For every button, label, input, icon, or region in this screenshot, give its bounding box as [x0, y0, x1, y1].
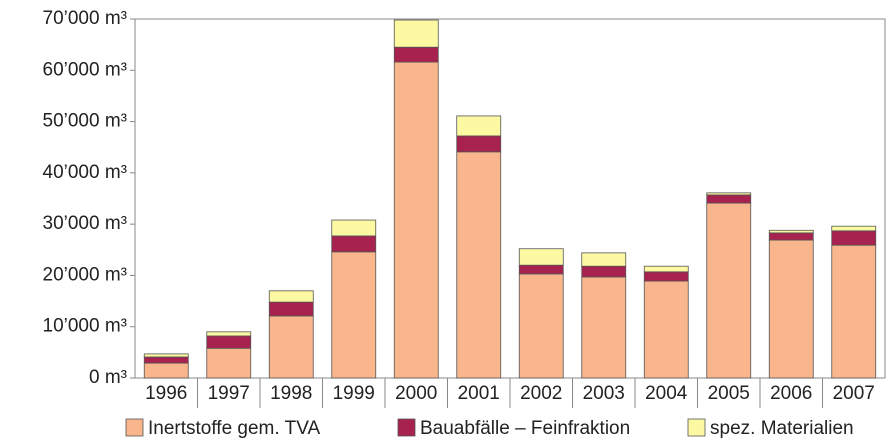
bar-segment: [768, 232, 814, 241]
bar-segment: [331, 219, 377, 237]
x-tick-label: 1999: [333, 383, 375, 404]
bar-segment: [143, 353, 189, 358]
bar-segment: [768, 239, 814, 379]
legend-label: Inertstoffe gem. TVA: [148, 418, 320, 439]
bar-segment: [581, 252, 627, 267]
bar-segment: [643, 271, 689, 282]
bar-segment: [268, 315, 314, 379]
bar-segment: [456, 135, 502, 153]
y-tick-label: 20’000 m³: [43, 264, 128, 285]
bar-segment: [143, 362, 189, 379]
y-tick-label: 60’000 m³: [43, 59, 128, 80]
bar-segment: [706, 202, 752, 379]
bar-segment: [268, 301, 314, 317]
legend-swatch: [687, 418, 706, 437]
bar-segment: [268, 290, 314, 303]
bar-segment: [518, 264, 564, 275]
legend-swatch: [397, 418, 416, 437]
x-tick-label: 2001: [458, 383, 500, 404]
bar-segment: [518, 248, 564, 266]
x-tick-label: 2007: [833, 383, 875, 404]
x-tick-label: 2005: [708, 383, 750, 404]
x-tick-label: 1996: [145, 383, 187, 404]
bar-segment: [581, 276, 627, 379]
x-tick-label: 2002: [520, 383, 562, 404]
bar-segment: [456, 151, 502, 379]
x-tick-label: 2004: [645, 383, 688, 404]
bar-segment: [831, 230, 877, 246]
bar-segment: [206, 331, 252, 337]
y-tick-label: 30’000 m³: [43, 213, 128, 234]
bar-segment: [393, 19, 439, 48]
bar-segment: [706, 194, 752, 204]
bar-segment: [831, 225, 877, 232]
bar-segment: [331, 251, 377, 379]
bar-segment: [706, 192, 752, 196]
x-tick-label: 1998: [270, 383, 312, 404]
y-tick-label: 40’000 m³: [43, 162, 128, 183]
bar-segment: [518, 273, 564, 379]
bar-segment: [331, 235, 377, 253]
x-tick-label: 2003: [583, 383, 625, 404]
bar-segment: [831, 244, 877, 379]
bar-segment: [643, 265, 689, 273]
y-tick-label: 0 m³: [89, 367, 127, 388]
y-tick-label: 70’000 m³: [43, 8, 128, 29]
bar-segment: [206, 347, 252, 379]
y-tick-label: 50’000 m³: [43, 111, 128, 132]
legend-swatch: [125, 418, 144, 437]
bar-segment: [768, 229, 814, 234]
bar-segment: [643, 280, 689, 379]
x-tick-label: 2000: [395, 383, 437, 404]
bar-segment: [143, 356, 189, 364]
y-tick-label: 10’000 m³: [43, 316, 128, 337]
x-tick-label: 1997: [208, 383, 250, 404]
bar-segment: [393, 46, 439, 63]
bar-segment: [393, 61, 439, 379]
legend-label: spez. Materialien: [710, 418, 854, 439]
bar-segment: [206, 335, 252, 349]
bar-segment: [581, 265, 627, 278]
bar-segment: [456, 115, 502, 137]
legend-label: Bauabfälle – Feinfraktion: [420, 418, 630, 439]
x-tick-label: 2006: [770, 383, 812, 404]
